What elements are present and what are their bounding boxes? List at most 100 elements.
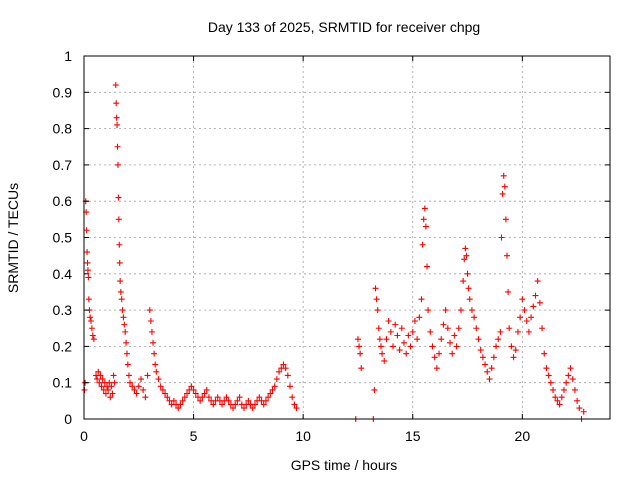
data-point (403, 350, 410, 357)
data-point (493, 343, 500, 350)
data-point (98, 383, 105, 390)
data-point (501, 183, 508, 190)
data-point (197, 397, 204, 404)
data-point (146, 307, 153, 314)
data-point (125, 372, 132, 379)
data-point (517, 314, 524, 321)
data-point (181, 394, 188, 401)
data-point (512, 347, 519, 354)
data-point (536, 299, 543, 306)
data-point (466, 296, 473, 303)
data-point (462, 245, 469, 252)
data-point (127, 379, 134, 386)
data-point (420, 216, 427, 223)
data-point (124, 361, 131, 368)
data-point (267, 390, 274, 397)
data-point (552, 394, 559, 401)
data-point (199, 394, 206, 401)
data-point (499, 190, 506, 197)
data-point (547, 379, 554, 386)
data-point (451, 332, 458, 339)
data-point (85, 296, 92, 303)
data-point (405, 332, 412, 339)
data-point (545, 372, 552, 379)
data-point (414, 336, 421, 343)
data-point (251, 401, 258, 408)
data-point (461, 256, 468, 263)
data-point (383, 336, 390, 343)
data-point (144, 372, 151, 379)
data-point (262, 397, 269, 404)
data-point (486, 376, 493, 383)
data-point (498, 234, 505, 241)
data-points (81, 82, 587, 422)
data-point (293, 405, 300, 412)
data-point (508, 343, 515, 350)
data-point (532, 292, 539, 299)
data-point (567, 365, 574, 372)
data-point (373, 296, 380, 303)
data-point (214, 394, 221, 401)
data-point (539, 325, 546, 332)
data-point (502, 216, 509, 223)
data-point (123, 339, 130, 346)
data-point (99, 376, 106, 383)
data-point (574, 397, 581, 404)
data-point (271, 383, 278, 390)
data-point (495, 336, 502, 343)
data-point (431, 354, 438, 361)
data-point (289, 394, 296, 401)
y-tick-label: 0.7 (53, 157, 73, 173)
data-point (525, 328, 532, 335)
data-point (140, 386, 147, 393)
data-point (455, 325, 462, 332)
data-point (110, 372, 117, 379)
data-point (256, 394, 263, 401)
data-point (123, 350, 130, 357)
y-tick-label: 0.5 (53, 230, 73, 246)
x-axis-label: GPS time / hours (291, 457, 398, 473)
data-point (488, 365, 495, 372)
data-point (175, 405, 182, 412)
data-point (245, 397, 252, 404)
data-point (433, 365, 440, 372)
data-point (115, 194, 122, 201)
data-point (500, 172, 507, 179)
data-point (503, 252, 510, 259)
data-point (436, 350, 443, 357)
data-point (400, 339, 407, 346)
data-point (490, 354, 497, 361)
data-point (105, 386, 112, 393)
y-tick-label: 0 (64, 411, 72, 427)
data-point (114, 143, 121, 150)
data-point (375, 325, 382, 332)
data-point (482, 361, 489, 368)
data-point (550, 386, 557, 393)
data-point (129, 383, 136, 390)
data-point (113, 114, 120, 121)
data-point (232, 401, 239, 408)
data-point (398, 325, 405, 332)
data-point (416, 314, 423, 321)
data-point (519, 296, 526, 303)
data-point (471, 314, 478, 321)
data-point (153, 368, 160, 375)
data-point (423, 263, 430, 270)
data-point (177, 401, 184, 408)
data-point (137, 376, 144, 383)
data-point (521, 307, 528, 314)
data-point (151, 350, 158, 357)
data-point (150, 339, 157, 346)
data-point (148, 328, 155, 335)
data-point (276, 368, 283, 375)
data-point (484, 368, 491, 375)
data-point (88, 317, 95, 324)
data-point (114, 161, 121, 168)
data-point (116, 241, 123, 248)
x-tick-label: 5 (190, 428, 198, 444)
data-point (453, 343, 460, 350)
data-point (510, 354, 517, 361)
data-point (449, 350, 456, 357)
data-point (464, 270, 471, 277)
data-point (179, 397, 186, 404)
